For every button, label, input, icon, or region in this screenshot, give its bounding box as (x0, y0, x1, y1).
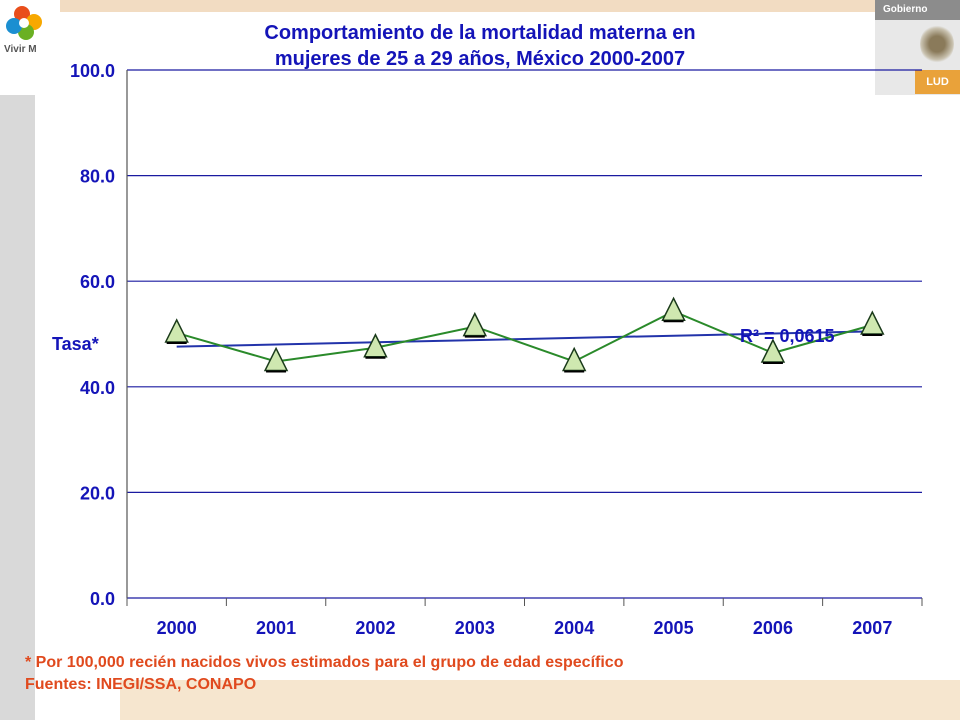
salud-label: LUD (915, 70, 960, 94)
x-tick-label: 2005 (654, 618, 694, 638)
flower-logo-icon (6, 6, 42, 40)
trendline (176, 330, 873, 348)
data-point-marker (860, 310, 885, 335)
vivir-mejor-logo: Vivir M (0, 0, 60, 95)
r-squared-label: R² = 0,0615 (740, 326, 835, 346)
trendline-path (176, 330, 873, 348)
footnote-sources: Fuentes: INEGI/SSA, CONAPO (25, 676, 257, 693)
y-tick-label: 0.0 (90, 589, 115, 609)
x-tick-label: 2003 (455, 618, 495, 638)
x-tick-label: 2000 (157, 618, 197, 638)
y-tick-labels: 0.0 20.0 40.0 60.0 80.0 100.0 (70, 61, 115, 609)
x-tick-label: 2002 (355, 618, 395, 638)
x-tick-label: 2004 (554, 618, 594, 638)
x-tick-labels: 2000 2001 2002 2003 2004 2005 2006 2007 (157, 618, 893, 638)
grid-lines (126, 69, 923, 606)
data-point-marker (661, 296, 686, 322)
series-line (176, 310, 873, 363)
top-band (60, 0, 920, 12)
footnote-line-1: * Por 100,000 recién nacidos vivos estim… (25, 654, 624, 671)
national-seal-icon (920, 24, 954, 64)
data-point-marker (462, 311, 488, 337)
y-tick-label: 60.0 (80, 272, 115, 292)
y-tick-label: 20.0 (80, 483, 115, 503)
footer-band (120, 680, 960, 720)
y-axis-label: Tasa* (52, 334, 99, 354)
y-tick-label: 40.0 (80, 378, 115, 398)
chart-title: Comportamiento de la mortalidad materna … (150, 20, 810, 72)
x-tick-label: 2006 (753, 618, 793, 638)
y-tick-label: 100.0 (70, 61, 115, 81)
gobierno-label: Gobierno (875, 0, 960, 20)
y-tick-label: 80.0 (80, 167, 115, 187)
chart-title-line-1: Comportamiento de la mortalidad materna … (264, 22, 696, 44)
series-path (176, 310, 873, 363)
data-point-marker (164, 318, 189, 343)
government-header: Gobierno LUD (875, 0, 960, 95)
x-tick-label: 2001 (256, 618, 296, 638)
series-markers (164, 296, 885, 373)
x-tick-label: 2007 (852, 618, 892, 638)
logo-text: Vivir M (4, 44, 37, 55)
footnote: * Por 100,000 recién nacidos vivos estim… (25, 652, 623, 696)
left-strip (0, 95, 35, 720)
chart-title-line-2: mujeres de 25 a 29 años, México 2000-200… (274, 48, 686, 70)
